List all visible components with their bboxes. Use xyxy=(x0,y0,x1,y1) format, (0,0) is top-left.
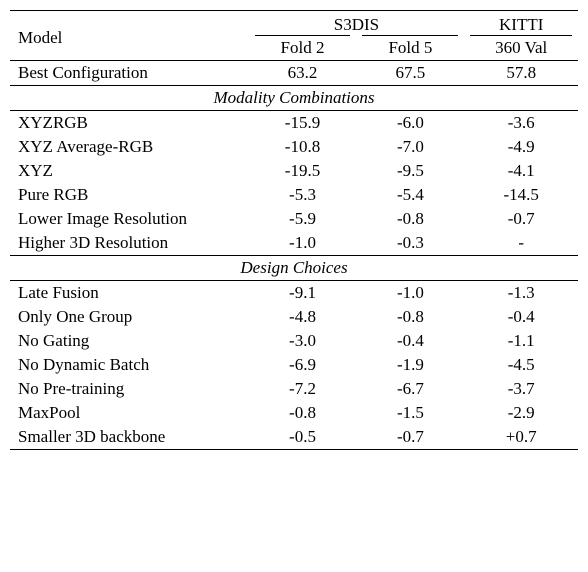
row-label: Pure RGB xyxy=(10,183,249,207)
row-val360: -3.6 xyxy=(464,111,578,136)
col-val360-label: 360 Val xyxy=(464,36,578,60)
section-title: Modality Combinations xyxy=(10,86,578,111)
col-s3dis: S3DIS xyxy=(249,11,465,36)
row-val360: -1.1 xyxy=(464,329,578,353)
row-label: No Dynamic Batch xyxy=(10,353,249,377)
row-fold2: -6.9 xyxy=(249,353,357,377)
row-label: XYZ Average-RGB xyxy=(10,135,249,159)
col-val360: 360 Val xyxy=(464,35,578,61)
col-fold2-label: Fold 2 xyxy=(249,36,357,60)
col-fold2: Fold 2 xyxy=(249,35,357,61)
row-label: MaxPool xyxy=(10,401,249,425)
row-fold5: -0.8 xyxy=(356,305,464,329)
row-fold5: -9.5 xyxy=(356,159,464,183)
table-row: Higher 3D Resolution-1.0-0.3- xyxy=(10,231,578,256)
table-row: Smaller 3D backbone-0.5-0.7+0.7 xyxy=(10,425,578,450)
row-fold2: -0.5 xyxy=(249,425,357,450)
table-row: Only One Group-4.8-0.8-0.4 xyxy=(10,305,578,329)
row-fold5: -0.4 xyxy=(356,329,464,353)
best-fold2: 63.2 xyxy=(249,61,357,86)
row-val360: -4.9 xyxy=(464,135,578,159)
table-row: XYZ Average-RGB-10.8-7.0-4.9 xyxy=(10,135,578,159)
row-fold2: -3.0 xyxy=(249,329,357,353)
table-row: MaxPool-0.8-1.5-2.9 xyxy=(10,401,578,425)
row-label: No Gating xyxy=(10,329,249,353)
table-row: No Gating-3.0-0.4-1.1 xyxy=(10,329,578,353)
row-fold5: -0.7 xyxy=(356,425,464,450)
col-fold5: Fold 5 xyxy=(356,35,464,61)
best-row: Best Configuration 63.2 67.5 57.8 xyxy=(10,61,578,86)
row-val360: -14.5 xyxy=(464,183,578,207)
row-fold5: -1.5 xyxy=(356,401,464,425)
row-val360: - xyxy=(464,231,578,256)
row-fold5: -5.4 xyxy=(356,183,464,207)
row-fold5: -1.0 xyxy=(356,281,464,306)
row-fold5: -6.0 xyxy=(356,111,464,136)
best-fold5: 67.5 xyxy=(356,61,464,86)
row-val360: -2.9 xyxy=(464,401,578,425)
row-label: No Pre-training xyxy=(10,377,249,401)
row-label: XYZ xyxy=(10,159,249,183)
section-title-row: Design Choices xyxy=(10,256,578,281)
row-fold2: -15.9 xyxy=(249,111,357,136)
best-val360: 57.8 xyxy=(464,61,578,86)
row-fold2: -5.9 xyxy=(249,207,357,231)
row-label: XYZRGB xyxy=(10,111,249,136)
row-fold5: -6.7 xyxy=(356,377,464,401)
row-label: Smaller 3D backbone xyxy=(10,425,249,450)
row-fold5: -1.9 xyxy=(356,353,464,377)
row-fold5: -0.3 xyxy=(356,231,464,256)
row-fold2: -19.5 xyxy=(249,159,357,183)
col-model: Model xyxy=(10,11,249,61)
col-kitti: KITTI xyxy=(464,11,578,36)
table-row: Pure RGB-5.3-5.4-14.5 xyxy=(10,183,578,207)
row-val360: -0.7 xyxy=(464,207,578,231)
row-val360: -3.7 xyxy=(464,377,578,401)
row-label: Lower Image Resolution xyxy=(10,207,249,231)
row-fold2: -4.8 xyxy=(249,305,357,329)
section-title-row: Modality Combinations xyxy=(10,86,578,111)
row-fold2: -10.8 xyxy=(249,135,357,159)
row-label: Late Fusion xyxy=(10,281,249,306)
row-label: Higher 3D Resolution xyxy=(10,231,249,256)
row-fold5: -7.0 xyxy=(356,135,464,159)
table-row: No Pre-training-7.2-6.7-3.7 xyxy=(10,377,578,401)
table-row: No Dynamic Batch-6.9-1.9-4.5 xyxy=(10,353,578,377)
header-row-1: Model S3DIS KITTI xyxy=(10,11,578,36)
row-val360: -4.5 xyxy=(464,353,578,377)
table-row: XYZ-19.5-9.5-4.1 xyxy=(10,159,578,183)
table-row: Late Fusion-9.1-1.0-1.3 xyxy=(10,281,578,306)
row-fold2: -0.8 xyxy=(249,401,357,425)
best-label: Best Configuration xyxy=(10,61,249,86)
row-val360: -1.3 xyxy=(464,281,578,306)
row-val360: -0.4 xyxy=(464,305,578,329)
section-title: Design Choices xyxy=(10,256,578,281)
col-fold5-label: Fold 5 xyxy=(356,36,464,60)
table-row: Lower Image Resolution-5.9-0.8-0.7 xyxy=(10,207,578,231)
row-fold2: -7.2 xyxy=(249,377,357,401)
row-fold2: -5.3 xyxy=(249,183,357,207)
table-row: XYZRGB-15.9-6.0-3.6 xyxy=(10,111,578,136)
row-fold2: -9.1 xyxy=(249,281,357,306)
row-label: Only One Group xyxy=(10,305,249,329)
row-val360: -4.1 xyxy=(464,159,578,183)
results-table: Model S3DIS KITTI Fold 2 Fold 5 360 Val … xyxy=(10,10,578,450)
row-fold2: -1.0 xyxy=(249,231,357,256)
row-val360: +0.7 xyxy=(464,425,578,450)
row-fold5: -0.8 xyxy=(356,207,464,231)
